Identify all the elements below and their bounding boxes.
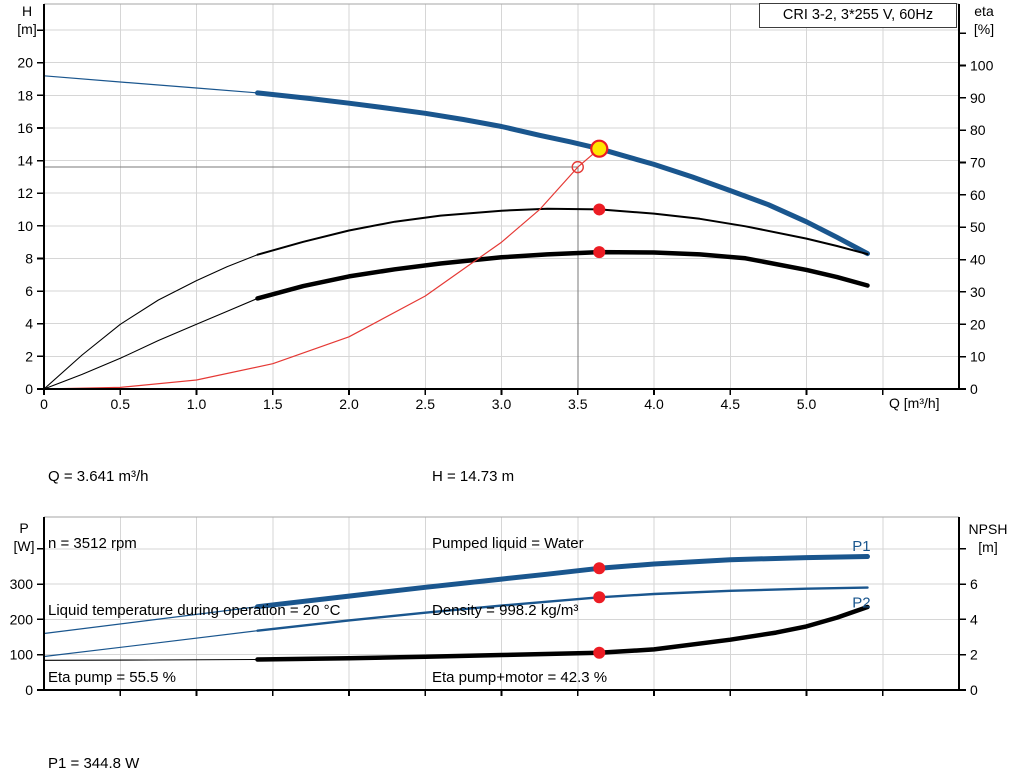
annotation-h: H = 14.73 m xyxy=(432,467,515,485)
y-right-tick-label: 0 xyxy=(970,682,978,697)
x-tick-label: 4.0 xyxy=(644,396,664,412)
y-left-tick-label: 100 xyxy=(10,647,34,663)
y-right-tick-label: 20 xyxy=(970,316,986,332)
annotation-eta-pump-motor: Eta pump+motor = 42.3 % xyxy=(432,669,608,687)
eta-pump-curve-lead xyxy=(43,254,259,390)
qh-chart: 0 2 4 6 8 10 12 14 16 18 20 0 10 20 30 40 50 60 70 80 90 100 0… xyxy=(17,3,994,412)
annotation-n: n = 3512 rpm xyxy=(48,535,137,553)
y-left-tick-label: 14 xyxy=(17,153,33,169)
annotation-eta-pump: Eta pump = 55.5 % xyxy=(48,669,176,687)
y-left-axis-title: [W] xyxy=(14,538,35,554)
eta-pump-curve xyxy=(256,207,869,256)
y-right-axis-title: eta xyxy=(974,3,994,19)
y-right-tick-label: 40 xyxy=(970,252,986,268)
power-annotations: P1 = 344.8 W P2 = 262.7 W NPSH = 2.11 m xyxy=(48,704,152,781)
x-tick-label: 0 xyxy=(40,396,48,412)
x-axis-title: Q [m³/h] xyxy=(889,395,940,411)
y-right-axis-title: NPSH xyxy=(969,521,1008,537)
y-right-tick-label: 30 xyxy=(970,284,986,300)
y-right-tick-label: 50 xyxy=(970,219,986,235)
target-duty-point xyxy=(571,160,584,174)
y-left-tick-label: 16 xyxy=(17,120,33,136)
x-tick-label: 1.5 xyxy=(263,396,283,412)
x-tick-label: 1.0 xyxy=(187,396,207,412)
y-right-tick-label: 0 xyxy=(970,381,978,397)
p2-curve xyxy=(256,586,869,632)
y-left-tick-label: 6 xyxy=(25,283,33,299)
y-left-tick-label: 200 xyxy=(10,611,34,627)
y-right-axis-title: [%] xyxy=(974,21,994,37)
y-right-tick-label: 80 xyxy=(970,122,986,138)
p1-curve-lead xyxy=(43,606,259,635)
series-label-p2: P2 xyxy=(852,594,870,611)
y-right-tick-label: 4 xyxy=(970,611,978,627)
y-left-axis-title: [m] xyxy=(17,21,36,37)
pump-title-box: CRI 3-2, 3*255 V, 60Hz xyxy=(759,3,957,28)
duty-point xyxy=(590,139,609,158)
p2-curve-lead xyxy=(43,630,259,658)
duty-annotations-right: H = 14.73 m Pumped liquid = Water Densit… xyxy=(432,421,607,735)
y-left-tick-label: 18 xyxy=(17,87,33,103)
annotation-q: Q = 3.641 m³/h xyxy=(48,467,149,485)
y-left-tick-label: 300 xyxy=(10,576,34,592)
y-left-axis-title: H xyxy=(22,3,32,19)
y-right-tick-label: 10 xyxy=(970,349,986,365)
y-right-axis-title: [m] xyxy=(978,539,997,555)
p1-point xyxy=(593,562,606,575)
y-left-tick-label: 8 xyxy=(25,250,33,266)
annotation-pumped-liquid: Pumped liquid = Water xyxy=(432,535,584,553)
y-left-tick-label: 0 xyxy=(25,682,33,697)
y-left-tick-label: 20 xyxy=(17,55,33,71)
x-tick-label: 3.5 xyxy=(568,396,588,412)
npsh-curve xyxy=(255,604,870,662)
series-label-p1: P1 xyxy=(852,538,870,555)
p2-point xyxy=(593,591,606,604)
y-left-tick-label: 10 xyxy=(17,218,33,234)
x-tick-label: 2.0 xyxy=(339,396,359,412)
y-right-tick-label: 60 xyxy=(970,187,986,203)
y-right-tick-label: 6 xyxy=(970,576,978,592)
annotation-liquid-temp: Liquid temperature during operation = 20… xyxy=(48,602,341,620)
annotation-p1: P1 = 344.8 W xyxy=(48,755,140,773)
x-tick-label: 4.5 xyxy=(721,396,741,412)
x-tick-label: 5.0 xyxy=(797,396,817,412)
y-right-tick-label: 90 xyxy=(970,90,986,106)
npsh-point xyxy=(593,646,606,659)
x-tick-label: 2.5 xyxy=(416,396,436,412)
eta-pump-motor-curve xyxy=(255,249,870,301)
y-left-tick-label: 2 xyxy=(25,348,33,364)
annotation-density: Density = 998.2 kg/m³ xyxy=(432,602,579,620)
y-left-axis-title: P xyxy=(19,520,28,536)
x-tick-label: 3.0 xyxy=(492,396,512,412)
eta-pump-motor-curve-lead xyxy=(43,297,259,390)
y-right-tick-label: 100 xyxy=(970,57,994,73)
y-right-tick-label: 2 xyxy=(970,647,978,663)
y-left-tick-label: 4 xyxy=(25,316,33,332)
qh-curve xyxy=(255,90,870,257)
p1-curve xyxy=(255,554,870,610)
y-left-tick-label: 0 xyxy=(25,381,33,397)
qh-curve-lead xyxy=(43,75,259,94)
x-tick-label: 0.5 xyxy=(111,396,131,412)
eta-pump-point xyxy=(593,203,606,216)
system-curve xyxy=(43,148,600,390)
npsh-curve-lead xyxy=(43,658,259,661)
y-left-tick-label: 12 xyxy=(17,185,33,201)
y-right-tick-label: 70 xyxy=(970,155,986,171)
eta-pump-motor-point xyxy=(593,246,606,259)
power-npsh-chart: 0 100 200 300 0 2 4 6 P [W] NPSH [m] P1 P2 xyxy=(10,516,1008,697)
duty-annotations-left: Q = 3.641 m³/h n = 3512 rpm Liquid tempe… xyxy=(48,421,340,735)
